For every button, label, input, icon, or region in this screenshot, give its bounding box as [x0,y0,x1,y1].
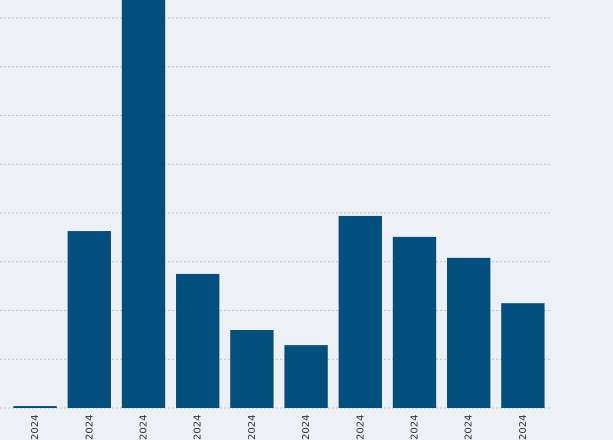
x-tick-label: 2024 [193,415,204,440]
bar [67,231,111,408]
bar [284,345,328,408]
x-tick-label: 2024 [84,415,95,440]
x-tick-label: 2024 [518,415,529,440]
x-tick-label: 2024 [30,415,41,440]
x-tick-label: 2024 [247,415,258,440]
bar [230,330,274,408]
bar [501,303,545,408]
x-tick-label: 2024 [410,415,421,440]
x-tick-label: 2024 [464,415,475,440]
x-tick-label: 2024 [355,415,366,440]
bar [447,257,491,408]
x-tick-label: 2024 [301,415,312,440]
x-tick-label: 2024 [139,415,150,440]
bar [338,215,382,408]
bar [121,0,166,409]
bar [392,236,437,408]
bar [13,406,57,408]
bar [176,273,220,408]
